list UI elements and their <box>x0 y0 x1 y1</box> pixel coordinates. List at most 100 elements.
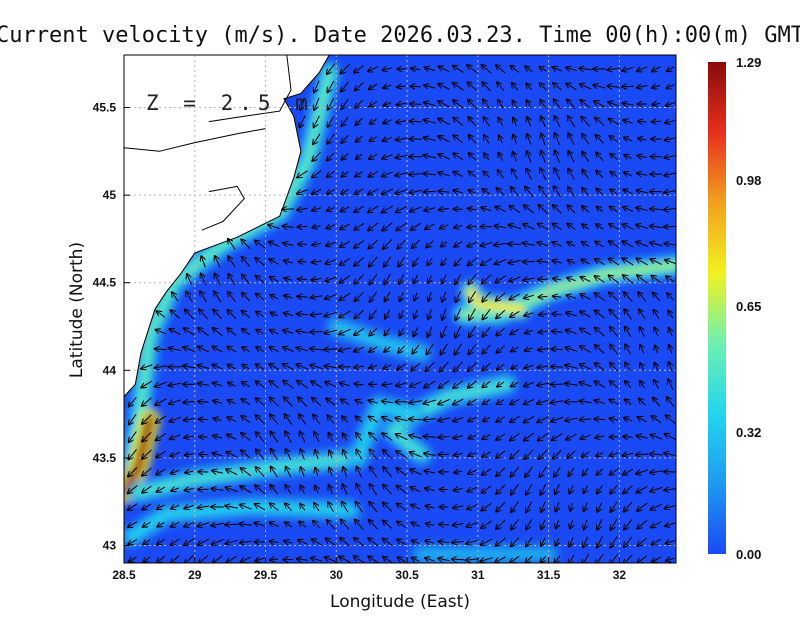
velocity-arrow <box>609 119 619 125</box>
velocity-arrow <box>241 450 251 459</box>
velocity-arrow <box>483 308 491 319</box>
velocity-arrow <box>452 542 465 543</box>
velocity-arrow <box>327 152 335 161</box>
velocity-arrow <box>369 433 378 442</box>
velocity-arrow <box>454 241 463 247</box>
velocity-arrow <box>270 414 279 425</box>
velocity-arrow <box>355 99 364 108</box>
velocity-arrow <box>384 327 391 335</box>
velocity-arrow <box>553 296 562 297</box>
velocity-arrow <box>156 415 167 423</box>
velocity-arrow <box>340 538 351 547</box>
colorbar <box>708 62 726 554</box>
velocity-arrow <box>467 504 478 510</box>
velocity-arrow <box>283 347 294 352</box>
velocity-arrow <box>539 449 548 459</box>
velocity-arrow <box>595 118 605 126</box>
velocity-arrow <box>341 116 349 126</box>
velocity-arrow <box>583 468 589 476</box>
velocity-arrow <box>469 308 476 320</box>
velocity-arrow <box>424 191 436 192</box>
velocity-arrow <box>215 274 221 286</box>
velocity-arrow <box>256 381 265 388</box>
velocity-arrow <box>382 68 393 70</box>
velocity-arrow <box>624 309 633 320</box>
velocity-arrow <box>540 556 546 562</box>
velocity-arrow <box>579 382 592 387</box>
velocity-arrow <box>527 134 531 145</box>
velocity-arrow <box>410 452 422 458</box>
velocity-arrow <box>640 345 644 354</box>
velocity-arrow <box>597 485 603 493</box>
velocity-arrow <box>410 469 422 475</box>
velocity-arrow <box>395 173 408 176</box>
velocity-arrow <box>185 310 194 320</box>
velocity-arrow <box>596 171 604 179</box>
velocity-arrow <box>170 452 180 456</box>
velocity-arrow <box>256 330 264 334</box>
velocity-arrow <box>438 172 450 175</box>
velocity-arrow <box>510 415 520 422</box>
velocity-arrow <box>141 380 153 388</box>
velocity-arrow <box>511 466 520 477</box>
velocity-arrow <box>328 98 335 109</box>
velocity-arrow <box>625 399 632 404</box>
velocity-vectors <box>128 63 676 563</box>
velocity-arrow <box>565 418 578 421</box>
velocity-arrow <box>214 291 222 303</box>
velocity-arrow <box>440 225 449 229</box>
velocity-arrow <box>664 208 676 210</box>
velocity-arrow <box>468 100 477 109</box>
velocity-arrow <box>481 208 492 211</box>
velocity-arrow <box>297 381 308 389</box>
velocity-arrow <box>328 415 335 424</box>
velocity-arrow <box>343 450 347 459</box>
velocity-arrow <box>355 82 364 91</box>
velocity-arrow <box>169 416 181 422</box>
velocity-arrow <box>297 190 308 194</box>
velocity-arrow <box>637 519 648 528</box>
velocity-arrow <box>225 506 238 508</box>
velocity-arrow <box>256 312 264 318</box>
velocity-arrow <box>441 257 448 265</box>
velocity-arrow <box>300 97 305 110</box>
velocity-arrow <box>325 366 337 368</box>
river-outline <box>201 185 245 231</box>
velocity-arrow <box>511 382 519 386</box>
velocity-arrow <box>255 504 266 511</box>
velocity-arrow <box>623 437 633 438</box>
velocity-arrow <box>356 154 363 159</box>
velocity-arrow <box>156 468 166 475</box>
velocity-arrow <box>369 273 378 284</box>
velocity-arrow <box>554 168 561 181</box>
velocity-arrow <box>467 521 479 527</box>
velocity-arrow <box>568 187 576 197</box>
velocity-arrow <box>555 537 559 546</box>
velocity-arrow <box>356 135 363 142</box>
velocity-arrow <box>610 136 619 143</box>
velocity-arrow <box>624 519 633 529</box>
velocity-arrow <box>396 222 407 231</box>
velocity-arrow <box>524 295 534 298</box>
velocity-arrow <box>284 278 293 280</box>
velocity-arrow <box>568 116 576 128</box>
velocity-arrow <box>398 256 405 267</box>
velocity-arrow <box>654 310 660 319</box>
velocity-arrow <box>567 224 576 231</box>
velocity-arrow <box>595 276 605 283</box>
velocity-arrow <box>184 521 195 527</box>
velocity-arrow <box>482 291 491 302</box>
velocity-arrow <box>539 296 548 297</box>
y-axis-ticks: 43 43.5 44 44.5 45 45.5 <box>93 101 130 552</box>
velocity-arrow <box>241 433 251 441</box>
velocity-arrow <box>481 65 492 74</box>
velocity-arrow <box>541 116 546 127</box>
velocity-arrow <box>637 86 648 88</box>
velocity-arrow <box>667 67 675 72</box>
velocity-arrow <box>610 154 618 160</box>
velocity-arrow <box>369 327 378 335</box>
velocity-arrow <box>666 85 675 89</box>
velocity-arrow <box>496 416 505 422</box>
velocity-arrow <box>227 310 237 319</box>
